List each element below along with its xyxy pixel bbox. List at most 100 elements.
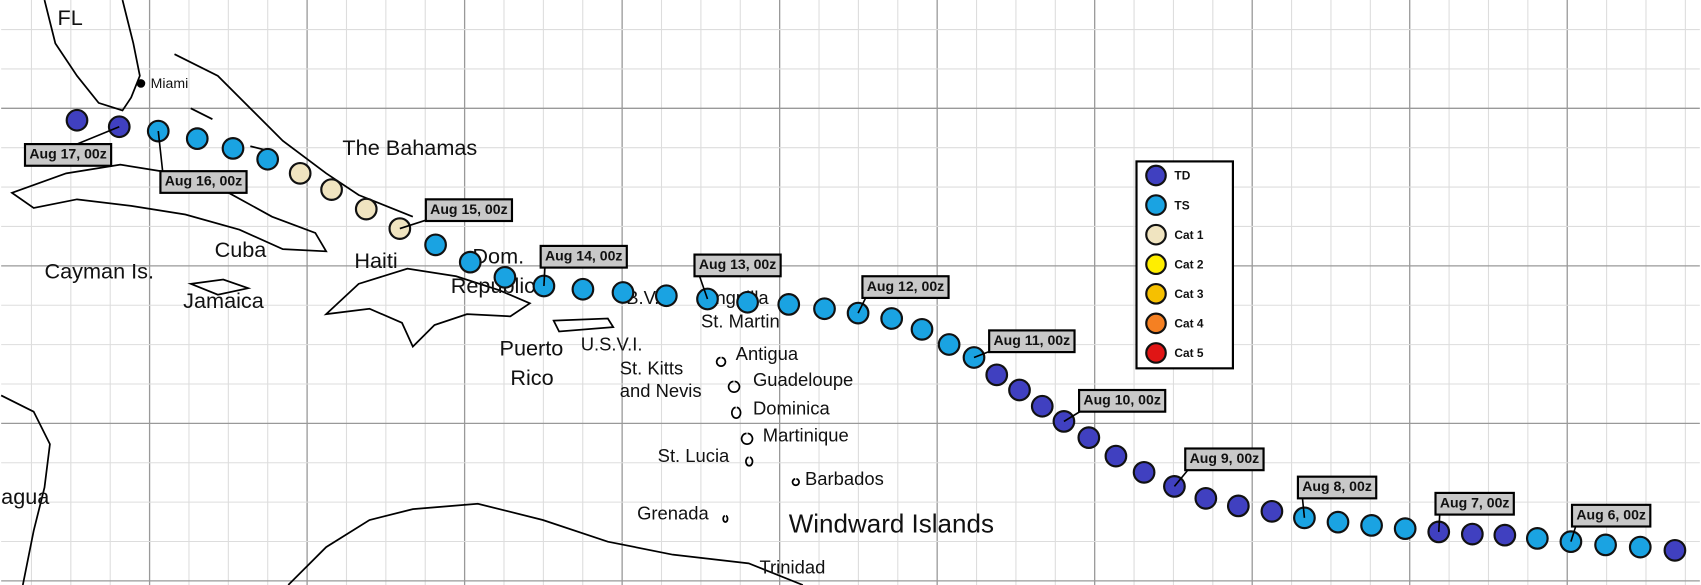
track-point	[424, 233, 447, 257]
date-label-box	[424, 198, 514, 223]
date-label: Aug 13, 00z	[699, 256, 776, 272]
date-label: Aug 17, 00z	[29, 146, 106, 162]
central-america	[0, 394, 51, 585]
date-label-box	[1570, 503, 1652, 528]
track-point	[1008, 378, 1031, 402]
place-label: agua	[1, 484, 50, 509]
track-point	[1525, 527, 1549, 550]
track-point	[777, 293, 801, 316]
track-point	[910, 317, 934, 341]
date-label-box	[539, 244, 628, 269]
date-label-box	[1296, 475, 1378, 500]
track-point	[611, 281, 635, 304]
date-label-box	[988, 329, 1076, 354]
track-point	[1052, 410, 1076, 433]
legend-swatch	[1145, 164, 1167, 187]
place-label: Rico	[510, 365, 553, 390]
place-label: Martinique	[763, 424, 849, 445]
track-point	[1460, 522, 1484, 546]
place-label: Barbados	[805, 468, 884, 489]
legend-swatch	[1145, 312, 1167, 335]
storm-track	[65, 108, 1687, 562]
track-point	[985, 363, 1009, 387]
leader-line	[1437, 512, 1441, 532]
track-point	[1132, 460, 1156, 484]
place-label: FL	[58, 5, 83, 30]
track-point	[813, 297, 836, 321]
track-point	[654, 284, 678, 308]
leader-line	[698, 273, 709, 300]
legend-swatch	[1145, 223, 1167, 246]
place-label: U.S.V.I.	[581, 333, 643, 354]
track-point	[354, 197, 378, 221]
cuba	[10, 163, 328, 253]
track-point	[1559, 530, 1583, 554]
place-label: Windward Islands	[789, 508, 994, 538]
place-label: and Nevis	[620, 380, 702, 401]
track-point	[320, 178, 343, 201]
track-point	[65, 108, 89, 132]
leader-line	[543, 265, 546, 287]
place-label: Jamaica	[183, 288, 265, 313]
track-point	[221, 137, 245, 160]
track-point	[1628, 535, 1652, 559]
track-point	[1260, 499, 1284, 523]
legend-label: Cat 4	[1174, 317, 1203, 331]
place-label: Grenada	[637, 502, 709, 523]
date-label: Aug 15, 00z	[430, 201, 507, 217]
date-label-box	[159, 170, 248, 194]
place-label: Republic	[451, 273, 535, 298]
coastlines	[0, 0, 804, 585]
place-label: St. Kitts	[620, 357, 683, 378]
legend-swatch	[1145, 253, 1167, 276]
track-point	[388, 217, 412, 240]
track-point	[1030, 394, 1054, 418]
legend-label: Cat 1	[1174, 228, 1203, 242]
legend-label: TD	[1174, 169, 1190, 183]
date-label: Aug 12, 00z	[867, 278, 944, 294]
legend-label: TS	[1174, 198, 1189, 212]
place-label: St. Martin	[701, 311, 780, 332]
date-label-box	[693, 253, 782, 278]
track-point	[458, 250, 482, 274]
track-point	[256, 147, 280, 171]
date-label-box	[1184, 447, 1265, 472]
date-label-box	[861, 275, 950, 299]
track-point	[1194, 486, 1218, 510]
track-point	[1360, 514, 1383, 537]
track-point	[493, 265, 517, 289]
leader-line	[1301, 496, 1306, 518]
date-label: Aug 10, 00z	[1083, 392, 1160, 408]
legend-swatch	[1145, 342, 1167, 364]
date-label: Aug 11, 00z	[994, 332, 1071, 348]
date-label-box	[1078, 388, 1167, 413]
place-label: Dominica	[753, 397, 830, 418]
date-label: Aug 9, 00z	[1190, 450, 1260, 466]
place-labels: FL Miami The Bahamas Cuba Cayman Is. Jam…	[1, 5, 994, 577]
track-point	[937, 333, 961, 356]
track-point	[1326, 510, 1350, 534]
place-label: Puerto	[499, 336, 563, 361]
date-label-box	[1434, 491, 1515, 516]
legend-label: Cat 2	[1174, 257, 1203, 271]
track-point	[736, 290, 759, 314]
legend-label: Cat 3	[1174, 287, 1203, 301]
place-label: Cuba	[215, 237, 268, 262]
place-label: St. Lucia	[658, 445, 730, 466]
date-label: Aug 6, 00z	[1576, 506, 1646, 522]
date-label: Aug 7, 00z	[1440, 494, 1510, 510]
jamaica	[187, 278, 252, 296]
track-point	[1104, 444, 1128, 468]
place-label: Miami	[151, 75, 189, 91]
track-point	[1226, 494, 1250, 518]
track-point	[1594, 533, 1617, 557]
city-dot	[136, 79, 146, 88]
track-point	[1663, 538, 1687, 562]
date-label-box	[23, 143, 113, 167]
florida	[43, 0, 141, 112]
date-label: Aug 14, 00z	[545, 247, 622, 263]
place-label: Guadeloupe	[753, 369, 853, 390]
puerto-rico	[552, 317, 615, 333]
